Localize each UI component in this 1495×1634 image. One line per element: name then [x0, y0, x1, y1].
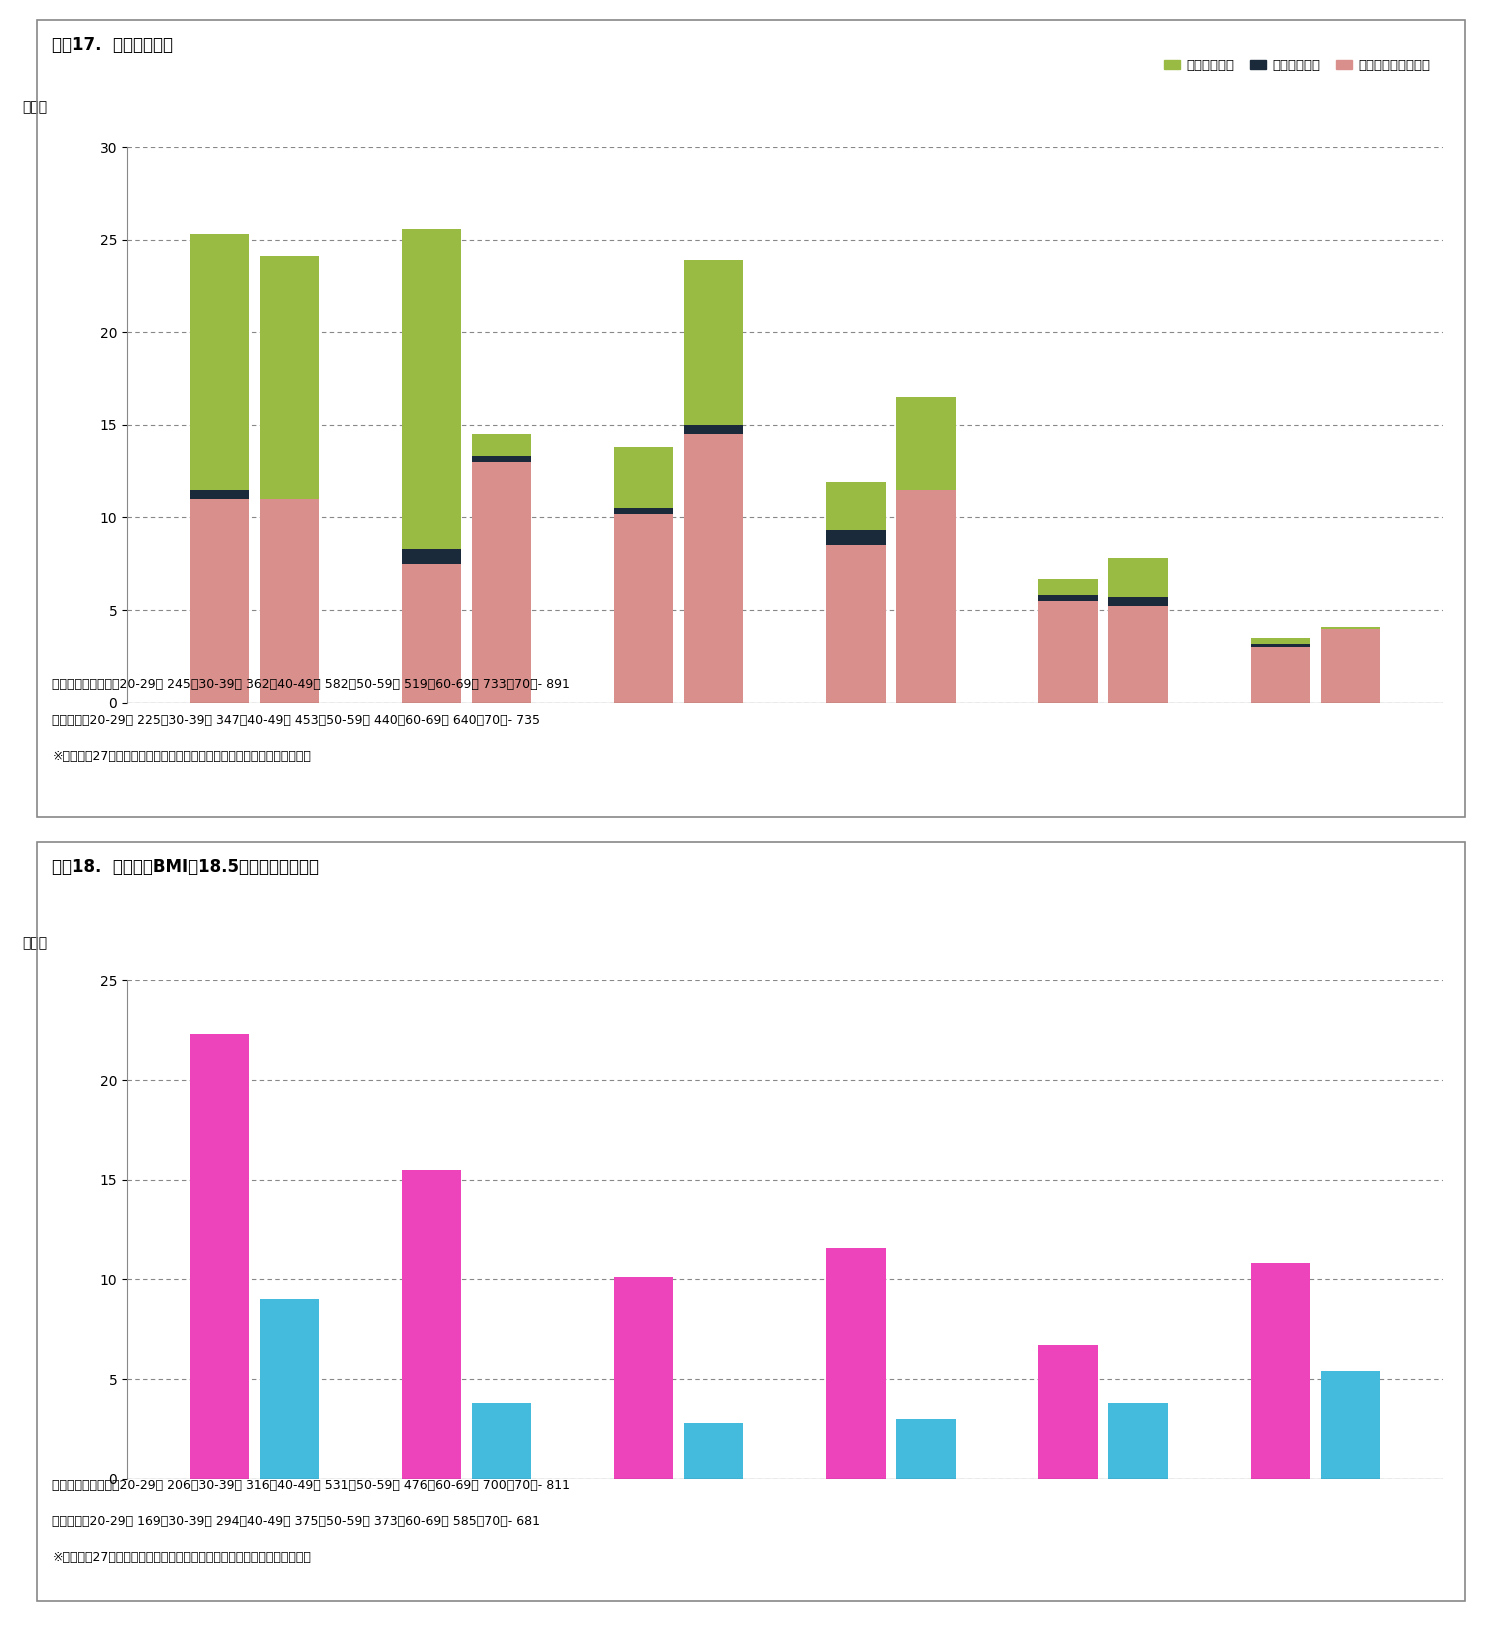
Bar: [190, 498, 250, 703]
Bar: [1251, 644, 1310, 647]
Bar: [402, 549, 462, 564]
Text: 男性20-29歳 225、30-39歳 347、40-49歳 453、50-59歳 440、60-69歳 640、70歳- 735: 男性20-29歳 225、30-39歳 347、40-49歳 453、50-59…: [52, 714, 540, 727]
Bar: [897, 1418, 955, 1479]
Text: 図表18.  低体重（BMIう18.5未満）の人の割合: 図表18. 低体重（BMIう18.5未満）の人の割合: [52, 858, 320, 876]
Bar: [685, 425, 743, 435]
Bar: [1320, 1371, 1380, 1479]
Bar: [1108, 1404, 1168, 1479]
Text: 男性20-29歳 169、30-39歳 294、40-49歳 375、50-59歳 373、60-69歳 585、70歳- 681: 男性20-29歳 169、30-39歳 294、40-49歳 375、50-59…: [52, 1515, 540, 1528]
Bar: [685, 435, 743, 703]
Bar: [1039, 601, 1097, 703]
Bar: [827, 482, 885, 531]
Bar: [897, 490, 955, 703]
Bar: [260, 257, 318, 498]
Bar: [827, 1247, 885, 1479]
Bar: [472, 435, 531, 456]
Text: ＊　標本数は、女性20-29歳 245、30-39歳 362、40-49歳 582、50-59歳 519、60-69歳 733、70歳- 891: ＊ 標本数は、女性20-29歳 245、30-39歳 362、40-49歳 58…: [52, 678, 570, 691]
Bar: [1251, 647, 1310, 703]
Bar: [1251, 1263, 1310, 1479]
Text: ※　「平成27年国民健康・栄養調査報告」（厚生労働省）より、筆者作成: ※ 「平成27年国民健康・栄養調査報告」（厚生労働省）より、筆者作成: [52, 750, 311, 763]
Text: （％）: （％）: [22, 936, 46, 951]
Bar: [190, 490, 250, 498]
Bar: [685, 260, 743, 425]
Bar: [614, 513, 673, 703]
Bar: [614, 448, 673, 508]
Text: 図表17.  朝食の欠食率: 図表17. 朝食の欠食率: [52, 36, 173, 54]
Bar: [1108, 596, 1168, 606]
Bar: [1039, 1345, 1097, 1479]
Bar: [190, 234, 250, 490]
Bar: [1251, 637, 1310, 644]
Bar: [260, 1299, 318, 1479]
Bar: [402, 564, 462, 703]
Bar: [1320, 627, 1380, 629]
Text: （％）: （％）: [22, 100, 46, 114]
Bar: [402, 229, 462, 549]
Bar: [472, 462, 531, 703]
Bar: [1108, 559, 1168, 596]
Bar: [260, 498, 318, 703]
Bar: [472, 1404, 531, 1479]
Bar: [614, 508, 673, 513]
Text: ＊　標本数は、女性20-29歳 206、30-39歳 316、40-49歳 531、50-59歳 476、60-69歳 700、70歳- 811: ＊ 標本数は、女性20-29歳 206、30-39歳 316、40-49歳 53…: [52, 1479, 570, 1492]
Text: ※　「平成27年国民健康・栄養調査報告」（厚生労働省）より、筆者作成: ※ 「平成27年国民健康・栄養調査報告」（厚生労働省）より、筆者作成: [52, 1551, 311, 1564]
Bar: [827, 531, 885, 546]
Bar: [827, 546, 885, 703]
Bar: [1108, 606, 1168, 703]
Legend: 何も食べない, 錢剤などのみ, 菓子・果物などのみ: 何も食べない, 錢剤などのみ, 菓子・果物などのみ: [1159, 54, 1437, 77]
Bar: [1320, 629, 1380, 703]
Bar: [190, 1034, 250, 1479]
Bar: [402, 1170, 462, 1479]
Bar: [685, 1423, 743, 1479]
Bar: [1039, 595, 1097, 601]
Bar: [472, 456, 531, 462]
Bar: [897, 397, 955, 490]
Bar: [1039, 578, 1097, 595]
Bar: [614, 1278, 673, 1479]
